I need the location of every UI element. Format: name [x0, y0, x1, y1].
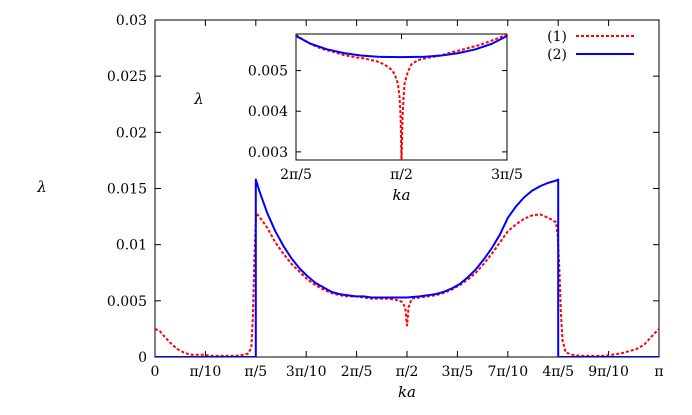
main-y-tick-label: 0: [138, 350, 147, 366]
main-x-tick-label: 2π/5: [341, 364, 373, 380]
main-x-tick-label: π/5: [244, 364, 267, 380]
inset-plot: 2π/5 π/2 3π/5 0.003 0.004 0.005 ka λ: [193, 33, 523, 204]
inset-x-tick-label: 2π/5: [280, 167, 312, 183]
main-x-tick-label: π/10: [190, 364, 222, 380]
inset-y-tick-label: 0.004: [248, 104, 288, 120]
main-x-tick-label: 4π/5: [542, 364, 574, 380]
inset-x-axis-label: ka: [392, 186, 410, 204]
main-series-1-line: [155, 212, 659, 357]
inset-y-tick-label: 0.005: [248, 64, 288, 80]
inset-y-axis-label: λ: [193, 90, 204, 108]
main-y-tick-label: 0.03: [116, 13, 147, 29]
main-plot: 0 π/10 π/5 3π/10 2π/5 π/2 3π/5 7π/10 4π/5 9π/10 π 0…: [36, 13, 663, 401]
inset-y-tick-label: 0.003: [248, 145, 288, 161]
main-x-tick-label: 3π/10: [286, 364, 327, 380]
main-x-tick-label: 0: [151, 364, 160, 380]
main-y-axis-label: λ: [36, 178, 47, 196]
legend-label-1: (1): [547, 29, 567, 45]
main-x-tick-label: π: [654, 364, 663, 380]
main-y-tick-label: 0.02: [116, 125, 147, 141]
main-y-tick-label: 0.015: [107, 182, 147, 198]
main-x-tick-label: π/2: [396, 364, 419, 380]
legend: (1)(2): [547, 29, 634, 63]
main-x-tick-label: 9π/10: [588, 364, 629, 380]
main-x-axis-label: ka: [398, 383, 416, 401]
inset-x-tick-label: π/2: [390, 167, 413, 183]
main-y-tick-label: 0.01: [116, 238, 147, 254]
main-y-tick-label: 0.005: [107, 294, 147, 310]
inset-series-2-line: [296, 35, 507, 59]
inset-series-1-line: [296, 34, 507, 160]
main-series-2-line: [155, 178, 659, 357]
main-x-tick-label: 7π/10: [487, 364, 528, 380]
main-y-tick-label: 0.025: [107, 69, 147, 85]
legend-label-2: (2): [547, 47, 567, 63]
inset-x-tick-label: 3π/5: [491, 167, 523, 183]
main-x-tick-label: 3π/5: [442, 364, 474, 380]
